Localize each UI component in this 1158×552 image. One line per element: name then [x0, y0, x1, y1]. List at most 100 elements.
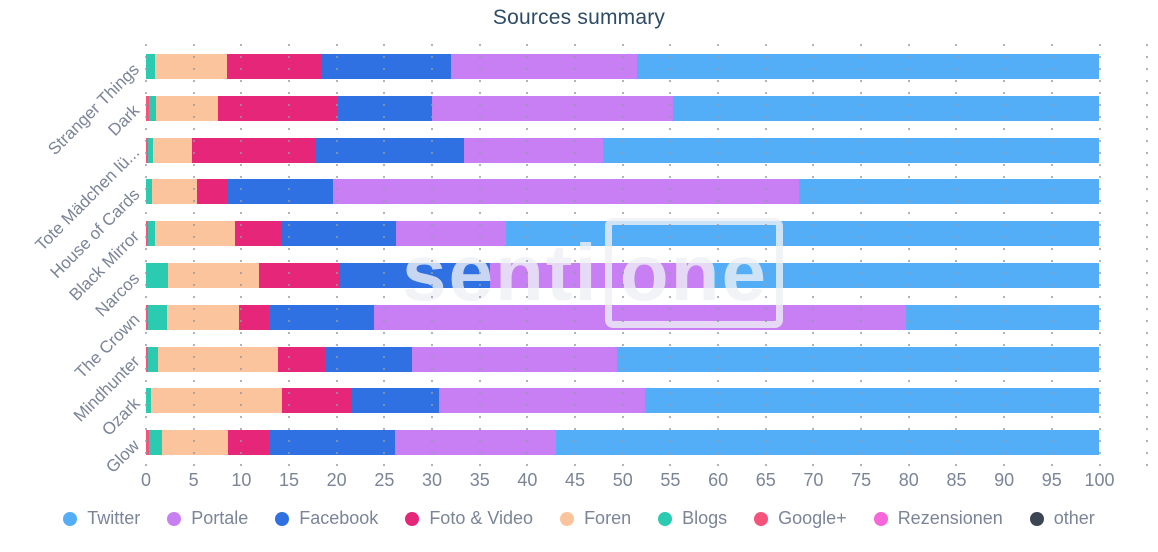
legend-label-blogs: Blogs — [682, 508, 728, 528]
bar-segment-narcos-twitter[interactable] — [711, 263, 1100, 288]
bar-segment-tote-m-dchen-l-facebook[interactable] — [314, 137, 465, 163]
gridline-75 — [860, 44, 863, 472]
category-label-dark: Dark — [104, 101, 144, 141]
bar-segment-glow-twitter[interactable] — [555, 430, 1100, 456]
legend-item-google[interactable]: Google+ — [754, 508, 847, 529]
bar-segment-ozark-foren[interactable] — [150, 388, 283, 414]
bar-segment-tote-m-dchen-l-foren[interactable] — [152, 137, 192, 163]
bar-row-glow — [146, 430, 1100, 456]
bar-row-the-crown — [146, 304, 1100, 330]
bar-segment-house-of-cards-foren[interactable] — [151, 179, 197, 205]
bar-segment-black-mirror-facebook[interactable] — [282, 221, 396, 247]
gridline-65 — [764, 44, 767, 472]
legend-label-google: Google+ — [778, 508, 847, 528]
bar-segment-mindhunter-twitter[interactable] — [617, 346, 1100, 372]
bar-segment-glow-foren[interactable] — [162, 430, 228, 456]
bar-segment-glow-blogs[interactable] — [148, 430, 163, 456]
bar-segment-dark-foren[interactable] — [155, 95, 219, 121]
bar-segment-tote-m-dchen-l-blogs[interactable] — [147, 137, 153, 163]
bar-segment-house-of-cards-facebook[interactable] — [227, 179, 333, 205]
chart-title: Sources summary — [492, 6, 666, 29]
bar-segment-stranger-things-foren[interactable] — [154, 54, 228, 79]
bar-segment-black-mirror-twitter[interactable] — [506, 221, 1100, 247]
legend-dot-rezensionen — [873, 511, 888, 526]
legend-label-other: other — [1053, 508, 1095, 528]
bar-segment-mindhunter-portale[interactable] — [412, 346, 618, 372]
bar-row-dark — [146, 95, 1100, 121]
bar-segment-narcos-blogs[interactable] — [146, 263, 168, 288]
bar-segment-ozark-portale[interactable] — [438, 388, 645, 414]
bar-segment-tote-m-dchen-l-portale[interactable] — [464, 137, 603, 163]
bar-segment-the-crown-twitter[interactable] — [905, 304, 1100, 330]
bar-segment-stranger-things-blogs[interactable] — [146, 54, 155, 79]
legend-label-facebook: Facebook — [299, 508, 379, 528]
x-tick-label-65: 65 — [755, 470, 776, 490]
bar-segment-dark-foto-video[interactable] — [218, 95, 337, 121]
legend-item-rezensionen[interactable]: Rezensionen — [873, 508, 1003, 529]
bar-segment-dark-portale[interactable] — [432, 95, 674, 121]
bar-segment-dark-blogs[interactable] — [148, 95, 156, 121]
bar-segment-narcos-portale[interactable] — [490, 263, 712, 288]
bar-segment-ozark-facebook[interactable] — [350, 388, 439, 414]
x-tick-label-25: 25 — [374, 470, 395, 490]
bar-row-mindhunter — [146, 346, 1100, 372]
bar-segment-glow-google[interactable] — [146, 430, 149, 456]
gridline-20 — [335, 44, 338, 472]
legend-item-facebook[interactable]: Facebook — [275, 508, 378, 529]
bar-segment-house-of-cards-foto-video[interactable] — [196, 179, 228, 205]
bar-segment-mindhunter-facebook[interactable] — [326, 346, 413, 372]
bar-row-house-of-cards — [146, 179, 1100, 205]
gridline-105 — [1146, 44, 1149, 472]
legend-label-portale: Portale — [191, 508, 249, 528]
legend-item-blogs[interactable]: Blogs — [658, 508, 727, 529]
bar-segment-dark-twitter[interactable] — [673, 95, 1100, 121]
legend-item-foren[interactable]: Foren — [560, 508, 631, 529]
bar-segment-ozark-blogs[interactable] — [146, 388, 151, 414]
gridline-85 — [955, 44, 958, 472]
x-tick-label-95: 95 — [1041, 470, 1062, 490]
bar-segment-the-crown-foren[interactable] — [166, 304, 240, 330]
legend-item-foto-video[interactable]: Foto & Video — [405, 508, 533, 529]
bar-segment-mindhunter-foren[interactable] — [158, 346, 278, 372]
bar-segment-black-mirror-foto-video[interactable] — [234, 221, 283, 247]
x-tick-label-35: 35 — [469, 470, 490, 490]
bar-row-stranger-things — [146, 54, 1100, 79]
bar-segment-black-mirror-portale[interactable] — [395, 221, 507, 247]
legend-item-twitter[interactable]: Twitter — [63, 508, 140, 529]
bar-segment-stranger-things-facebook[interactable] — [322, 54, 452, 79]
x-tick-label-0: 0 — [140, 470, 151, 490]
bar-segment-the-crown-portale[interactable] — [373, 304, 906, 330]
legend-dot-foto-video — [405, 511, 420, 526]
legend-item-other[interactable]: other — [1029, 508, 1095, 529]
bar-segment-glow-facebook[interactable] — [269, 430, 395, 456]
bar-segment-the-crown-foto-video[interactable] — [239, 304, 269, 330]
bar-segment-the-crown-facebook[interactable] — [268, 304, 374, 330]
legend-label-rezensionen: Rezensionen — [897, 508, 1003, 528]
bar-segment-dark-google[interactable] — [146, 95, 149, 121]
bar-segment-tote-m-dchen-l-foto-video[interactable] — [191, 137, 315, 163]
bar-segment-tote-m-dchen-l-twitter[interactable] — [602, 137, 1100, 163]
legend-label-foren: Foren — [584, 508, 632, 528]
bar-segment-narcos-foren[interactable] — [167, 263, 259, 288]
x-tick-label-100: 100 — [1084, 470, 1115, 490]
bar-segment-the-crown-blogs[interactable] — [147, 304, 167, 330]
bar-segment-house-of-cards-portale[interactable] — [332, 179, 800, 205]
bar-segment-stranger-things-foto-video[interactable] — [227, 54, 323, 79]
bar-segment-narcos-facebook[interactable] — [339, 263, 491, 288]
bar-segment-ozark-foto-video[interactable] — [282, 388, 351, 414]
legend-item-portale[interactable]: Portale — [167, 508, 248, 529]
bar-segment-narcos-foto-video[interactable] — [258, 263, 340, 288]
bar-segment-black-mirror-blogs[interactable] — [147, 221, 155, 247]
bar-segment-ozark-twitter[interactable] — [644, 388, 1100, 414]
bar-segment-house-of-cards-blogs[interactable] — [146, 179, 152, 205]
legend-dot-foren — [560, 511, 575, 526]
bar-segment-house-of-cards-twitter[interactable] — [799, 179, 1100, 205]
bar-segment-mindhunter-blogs[interactable] — [147, 346, 159, 372]
bar-segment-glow-foto-video[interactable] — [227, 430, 270, 456]
gridline-90 — [1003, 44, 1006, 472]
bar-segment-mindhunter-foto-video[interactable] — [277, 346, 327, 372]
bar-segment-stranger-things-twitter[interactable] — [637, 54, 1100, 79]
gridline-55 — [669, 44, 672, 472]
bar-segment-glow-portale[interactable] — [394, 430, 556, 456]
bar-segment-stranger-things-portale[interactable] — [451, 54, 638, 79]
